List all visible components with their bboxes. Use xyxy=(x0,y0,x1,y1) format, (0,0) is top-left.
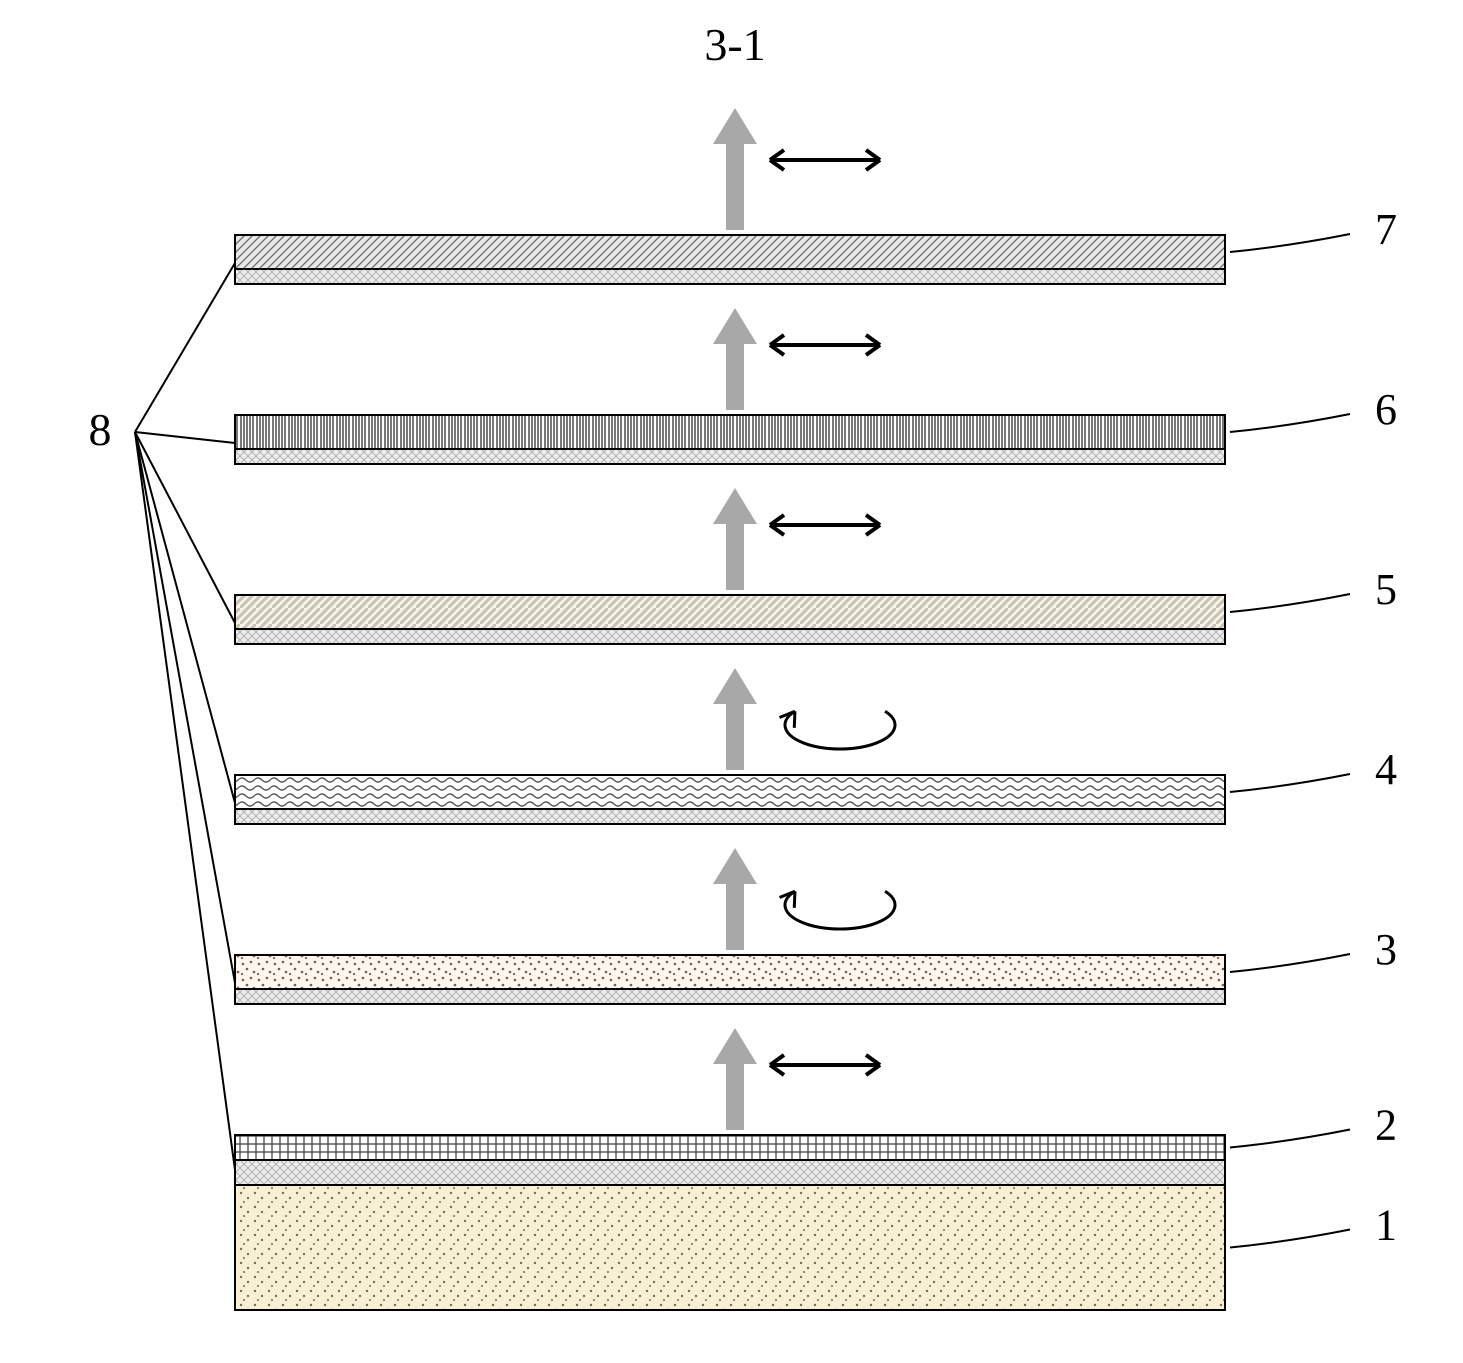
stack-arrow-1 xyxy=(713,1028,757,1130)
top-label: 3-1 xyxy=(704,19,765,70)
translate-icon-5 xyxy=(770,150,880,170)
label-2: 2 xyxy=(1230,1101,1397,1150)
translate-icon-3 xyxy=(770,515,880,535)
label-3: 3 xyxy=(1230,925,1397,974)
svg-text:3: 3 xyxy=(1375,925,1397,974)
translate-icon-4 xyxy=(770,335,880,355)
label-1: 1 xyxy=(1230,1201,1397,1250)
svg-text:4: 4 xyxy=(1375,745,1397,794)
fan-lines xyxy=(135,263,235,1170)
layer-3 xyxy=(235,955,1225,1004)
layer-7 xyxy=(235,235,1225,284)
svg-text:6: 6 xyxy=(1375,385,1397,434)
translate-icon-0 xyxy=(770,1055,880,1075)
stack-arrow-3 xyxy=(713,668,757,770)
layer-2 xyxy=(235,1135,1225,1160)
label-7: 7 xyxy=(1230,205,1397,254)
substrate xyxy=(235,1185,1225,1310)
layer-4 xyxy=(235,775,1225,824)
stack-arrow-5 xyxy=(713,308,757,410)
stack-arrow-2 xyxy=(713,848,757,950)
svg-text:1: 1 xyxy=(1375,1201,1397,1250)
left-label: 8 xyxy=(89,404,112,455)
label-5: 5 xyxy=(1230,565,1397,614)
rotate-icon-1 xyxy=(780,891,895,929)
resist-band xyxy=(235,1160,1225,1185)
svg-text:7: 7 xyxy=(1375,205,1397,254)
label-6: 6 xyxy=(1230,385,1397,434)
svg-text:5: 5 xyxy=(1375,565,1397,614)
label-4: 4 xyxy=(1230,745,1397,794)
stack-arrow-6 xyxy=(713,108,757,230)
layer-5 xyxy=(235,595,1225,644)
rotate-icon-2 xyxy=(780,711,895,749)
stack-arrow-4 xyxy=(713,488,757,590)
svg-text:2: 2 xyxy=(1375,1101,1397,1150)
layer-6 xyxy=(235,415,1225,464)
